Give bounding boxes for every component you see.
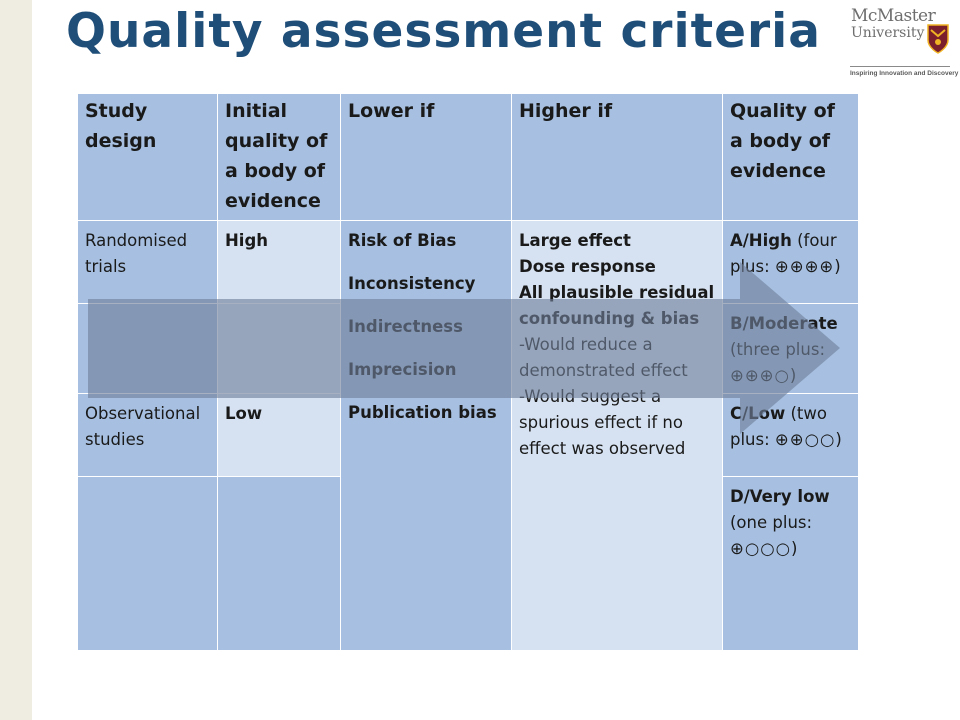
lower-if-cell: Risk of Bias Inconsistency Indirectness …: [340, 220, 512, 651]
quality-level-cell: A/High (four plus: ⊕⊕⊕⊕): [722, 220, 859, 304]
header-initial-quality: Initial quality of a body of evidence: [217, 93, 341, 221]
design-cell: [77, 303, 218, 394]
quality-close: ): [835, 430, 842, 449]
initial-cell: Low: [217, 393, 341, 477]
quality-symbols: ⊕⊕⊕⊕: [774, 257, 835, 276]
logo-tagline: Inspiring Innovation and Discovery: [850, 70, 959, 77]
header-lower-if: Lower if: [340, 93, 512, 221]
lower-item: Inconsistency: [348, 274, 476, 293]
quality-close: ): [789, 366, 797, 385]
header-higher-if: Higher if: [511, 93, 723, 221]
quality-note: (three plus:: [730, 340, 826, 359]
side-strip: [0, 0, 32, 720]
quality-symbols: ⊕○○○: [730, 539, 792, 558]
header-study-design: Study design: [77, 93, 218, 221]
quality-close: ): [834, 257, 841, 276]
quality-level-cell: B/Moderate (three plus: ⊕⊕⊕○): [722, 303, 859, 394]
mcmaster-crest-icon: [927, 24, 949, 54]
lower-item: Indirectness: [348, 317, 463, 336]
initial-cell: [217, 476, 341, 651]
quality-grade: A/High: [730, 231, 792, 250]
higher-subitem: -Would reduce a demonstrated effect: [519, 335, 688, 380]
initial-cell: High: [217, 220, 341, 304]
higher-if-cell: Large effect Dose response All plausible…: [511, 220, 723, 651]
quality-symbols: ⊕⊕⊕○: [730, 366, 790, 385]
logo-wordmark: McMaster University: [851, 6, 936, 41]
higher-item: Large effect: [519, 231, 631, 250]
design-cell: Observational studies: [77, 393, 218, 477]
higher-item: All plausible residual confounding & bia…: [519, 283, 715, 328]
quality-level-cell: D/Very low (one plus: ⊕○○○): [722, 476, 859, 651]
quality-grade: C/Low: [730, 404, 786, 423]
logo-name-line2: University: [851, 24, 925, 41]
design-cell: Randomised trials: [77, 220, 218, 304]
quality-note: (one plus:: [730, 513, 813, 532]
slide-title: Quality assessment criteria: [66, 4, 821, 59]
lower-item: Publication bias: [348, 403, 497, 422]
design-cell: [77, 476, 218, 651]
quality-criteria-table: Study design Initial quality of a body o…: [77, 93, 859, 651]
higher-item: Dose response: [519, 257, 656, 276]
quality-grade: D/Very low: [730, 487, 830, 506]
lower-item: Imprecision: [348, 360, 457, 379]
logo-rule: [850, 66, 950, 67]
header-quality: Quality of a body of evidence: [722, 93, 859, 221]
table-row: Randomised trials High Risk of Bias Inco…: [77, 220, 859, 651]
quality-close: ): [791, 539, 798, 558]
quality-level-cell: C/Low (two plus: ⊕⊕○○): [722, 393, 859, 477]
logo-name-line1: McMaster: [851, 6, 936, 26]
quality-grade: B/Moderate: [730, 314, 838, 333]
higher-subitem: -Would suggest a spurious effect if no e…: [519, 387, 686, 458]
mcmaster-logo: McMaster University Inspiring Innovation…: [848, 6, 958, 82]
lower-item: Risk of Bias: [348, 231, 457, 250]
quality-symbols: ⊕⊕○○: [774, 430, 836, 449]
table-row: D/Very low (one plus: ⊕○○○): [77, 476, 859, 651]
table-header-row: Study design Initial quality of a body o…: [77, 93, 859, 221]
initial-cell: [217, 303, 341, 394]
